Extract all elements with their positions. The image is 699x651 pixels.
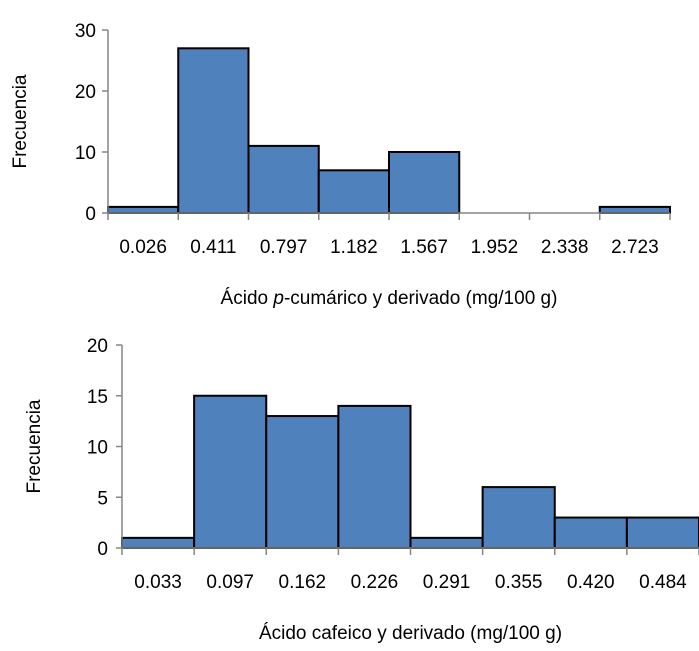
x-tick-label: 0.097 [206, 572, 254, 593]
x-tick-label: 0.797 [260, 237, 308, 258]
histogram-bar-4 [409, 536, 484, 549]
x-tick-label: 1.182 [330, 237, 378, 258]
chart-p-coumaric-histogram: 0 10 20 30 0.026 0.411 0.797 1.182 1.567 1.952 2.3… [10, 21, 671, 309]
y-tick-label: 5 [97, 488, 108, 509]
histogram-bar-2 [265, 415, 340, 549]
x-tick-label: 0.291 [423, 572, 471, 593]
y-tick-label: 10 [75, 143, 96, 164]
histogram-bar-5 [481, 486, 556, 550]
x-tick-label: 2.338 [541, 237, 589, 258]
histogram-bar-7 [598, 205, 671, 214]
histogram-bar-4 [388, 151, 461, 214]
histogram-bar-3 [317, 169, 390, 215]
histogram-bar-7 [625, 516, 699, 549]
histogram-bar-3 [337, 404, 412, 549]
y-tick-label: 20 [75, 82, 96, 103]
y-tick-label: 15 [87, 387, 108, 408]
x-axis-title: Ácido p-cumárico y derivado (mg/100 g) [221, 288, 558, 309]
x-tick-label: 0.162 [279, 572, 327, 593]
y-tick-label: 20 [87, 336, 108, 357]
histogram-bar-2 [247, 144, 320, 214]
x-tick-label: 2.723 [611, 237, 659, 258]
histogram-bar-6 [553, 516, 628, 549]
x-axis-title: Ácido cafeico y derivado (mg/100 g) [259, 623, 562, 644]
x-tick-label: 0.226 [351, 572, 399, 593]
x-tick-label: 0.033 [134, 572, 182, 593]
histogram-bar-1 [177, 47, 250, 214]
chart-caffeic-histogram: 0 5 10 15 20 0.033 0.097 0.162 0.226 0.291 0.355 0.… [24, 336, 699, 644]
x-tick-label: 0.026 [119, 237, 167, 258]
x-tick-label: 1.567 [400, 237, 448, 258]
y-axis-title: Frecuencia [24, 399, 45, 493]
x-tick-label: 0.484 [639, 572, 687, 593]
histogram-bar-1 [193, 394, 268, 549]
x-axis-title-part: Ácido cafeico y derivado (mg/100 g) [259, 623, 562, 644]
histogram-bar-0 [107, 205, 180, 214]
x-axis-title-part: -cumárico y derivado (mg/100 g) [284, 288, 558, 309]
y-axis-title: Frecuencia [10, 74, 31, 168]
y-tick-label: 0 [97, 539, 108, 560]
x-tick-label: 0.355 [495, 572, 543, 593]
histogram-bar-0 [121, 536, 196, 549]
x-tick-label: 0.420 [567, 572, 615, 593]
x-tick-label: 1.952 [471, 237, 519, 258]
y-tick-label: 30 [75, 21, 96, 42]
x-axis-title-part: Ácido [221, 288, 274, 309]
y-tick-label: 10 [87, 438, 108, 459]
x-axis-title-part: p [272, 288, 284, 309]
y-tick-label: 0 [85, 204, 96, 225]
x-tick-label: 0.411 [190, 237, 236, 258]
